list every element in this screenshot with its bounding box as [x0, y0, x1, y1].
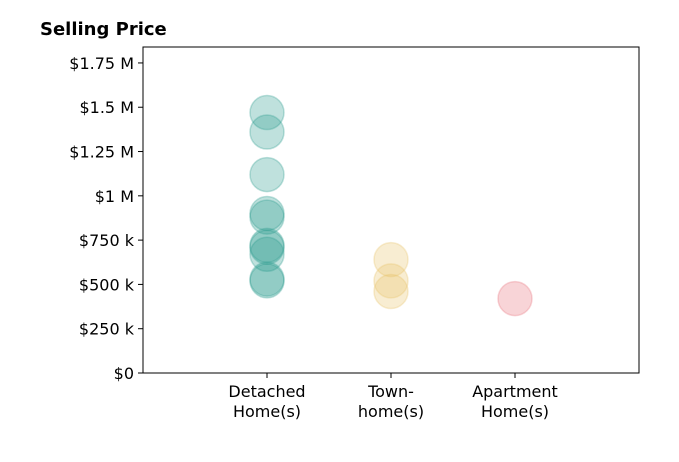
plot-frame — [142, 46, 640, 374]
y-tick-label: $0 — [114, 364, 134, 383]
data-point — [249, 263, 285, 299]
data-point — [249, 236, 285, 273]
y-tick-label: $1.75 M — [69, 54, 134, 73]
chart-title: Selling Price — [40, 19, 167, 40]
data-point — [249, 195, 285, 232]
plot-area: $0 $250 k $500 k $750 k $1 M $1.25 M $1.5 M $1.… — [69, 46, 640, 421]
data-point — [249, 94, 285, 131]
data-point — [249, 156, 285, 193]
data-point — [373, 241, 409, 278]
data-point — [373, 263, 409, 299]
x-tick-label: Detached Home(s) — [228, 382, 305, 421]
data-point — [497, 280, 533, 317]
data-point — [249, 261, 285, 297]
y-tick-label: $1.25 M — [69, 143, 134, 162]
y-tick-label: $500 k — [79, 275, 135, 294]
data-point — [249, 114, 285, 150]
y-tick-label: $1.5 M — [79, 98, 134, 117]
data-point — [249, 227, 285, 264]
x-tick-label: Apartment Home(s) — [472, 382, 558, 421]
data-point — [249, 229, 285, 265]
y-tick-label: $1 M — [95, 187, 134, 206]
data-point — [373, 273, 409, 310]
x-tick-label: Town-home(s) — [358, 382, 424, 421]
data-point — [249, 199, 285, 235]
y-tick-label: $250 k — [79, 320, 135, 339]
y-tick-label: $750 k — [79, 231, 135, 250]
